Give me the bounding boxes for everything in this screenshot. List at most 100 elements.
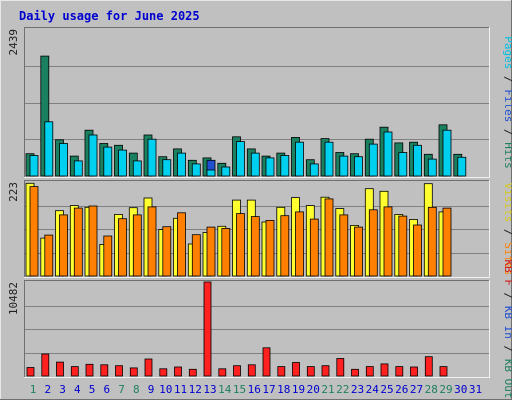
bar-sites-day-19	[295, 211, 304, 277]
bar-kb-f-day-18	[277, 366, 286, 377]
bar-sites-day-25	[383, 206, 393, 277]
bar-kb-f-day-1	[26, 367, 35, 377]
x-tick-label: 17	[262, 383, 275, 396]
x-tick-label: 12	[189, 383, 202, 396]
bar-kb-f-day-21	[321, 365, 330, 377]
bar-pages-day-9	[147, 138, 157, 177]
bar-pages-day-19	[295, 141, 304, 177]
bar-kb-f-day-2	[41, 353, 50, 377]
bar-pages-day-11	[177, 152, 186, 177]
bar-kb-f-day-4	[70, 366, 79, 377]
bar-kb-f-day-13	[203, 281, 212, 377]
bar-pages-day-24	[368, 143, 378, 177]
series-sites	[29, 186, 452, 277]
x-tick-label: 30	[454, 383, 467, 396]
bar-kb-f-day-27	[410, 366, 418, 377]
x-tick-label: 28	[425, 383, 438, 396]
x-tick-label: 21	[321, 383, 334, 396]
bar-sites-day-14	[221, 227, 231, 277]
legend-label-part: Pages	[502, 36, 512, 69]
bar-kb-f-day-25	[380, 363, 389, 377]
bar-kb-f-day-23	[351, 368, 359, 377]
series-pages	[29, 121, 467, 177]
bar-pages-day-12	[191, 163, 201, 177]
bar-pages-day-17	[265, 157, 275, 177]
chart-title: Daily usage for June 2025	[19, 9, 200, 23]
x-tick-label: 31	[469, 383, 482, 396]
legend-label-part: Files	[502, 89, 512, 122]
bar-sites-day-15	[236, 213, 245, 277]
bar-kb-f-day-8	[129, 367, 138, 377]
legend-label-part: KB In	[502, 306, 512, 339]
bar-kb-f-day-5	[85, 363, 94, 377]
bar-kb-f-day-16	[247, 364, 256, 377]
bar-kb-f-day-22	[336, 358, 345, 377]
bar-pages-day-30	[457, 156, 467, 177]
bar-sites-day-5	[88, 205, 98, 277]
bar-sites-day-24	[368, 209, 378, 277]
x-tick-label: 18	[277, 383, 290, 396]
series-legend-label: KB F / KB In / KB Out	[502, 259, 512, 398]
x-tick-label: 19	[292, 383, 305, 396]
bar-sites-day-17	[265, 219, 275, 277]
x-tick-label: 25	[380, 383, 393, 396]
bar-kb-f-day-10	[159, 368, 168, 377]
x-tick-label: 5	[89, 383, 96, 396]
bar-pages-day-21	[324, 141, 334, 177]
bar-sites-day-8	[132, 214, 142, 277]
x-tick-label: 3	[59, 383, 66, 396]
x-tick-label: 6	[103, 383, 110, 396]
x-tick-label: 26	[395, 383, 408, 396]
bar-kb-f-day-19	[292, 362, 300, 377]
bar-kb-f-day-15	[233, 365, 241, 377]
bar-pages-day-29	[442, 129, 452, 177]
x-tick-label: 13	[203, 383, 216, 396]
x-tick-label: 11	[174, 383, 187, 396]
y-max-label: 2439	[7, 29, 20, 56]
x-tick-label: 2	[44, 383, 51, 396]
x-tick-label: 15	[233, 383, 246, 396]
legend-label-part: KB Out	[502, 359, 512, 399]
bar-kb-f-day-11	[174, 366, 182, 377]
bar-sites-day-12	[191, 234, 201, 277]
bar-pages-day-26	[398, 152, 408, 177]
bar-pages-day-13	[206, 169, 216, 177]
panel-kbytes: 10482 KB F / KB In / KB Out	[7, 259, 512, 398]
bar-pages-day-7	[118, 149, 127, 177]
bar-kb-f-day-20	[306, 366, 315, 377]
legend-label-part: /	[502, 122, 512, 142]
bar-pages-day-15	[236, 141, 245, 177]
bar-pages-day-28	[427, 158, 437, 177]
bar-sites-day-26	[398, 215, 408, 277]
x-tick-label: 23	[351, 383, 364, 396]
legend-label-part: Visits	[502, 183, 512, 223]
bar-pages-day-2	[44, 121, 54, 177]
y-max-label: 10482	[7, 282, 20, 315]
x-tick-label: 1	[30, 383, 37, 396]
bar-sites-day-27	[413, 224, 422, 277]
bar-kb-f-day-24	[365, 366, 374, 377]
bar-sites-day-13	[206, 226, 216, 277]
bar-sites-day-3	[59, 214, 68, 277]
bar-pages-day-16	[250, 152, 260, 177]
bar-kb-f-day-3	[56, 361, 64, 377]
bar-sites-day-16	[250, 216, 260, 277]
legend-label-part: /	[502, 222, 512, 242]
x-tick-label: 10	[159, 383, 172, 396]
bar-sites-day-22	[339, 214, 349, 277]
bar-pages-day-14	[221, 166, 231, 177]
bar-pages-day-8	[132, 160, 142, 177]
bar-sites-day-1	[29, 186, 39, 277]
bar-pages-day-4	[73, 160, 83, 177]
x-tick-label: 16	[248, 383, 261, 396]
legend-label-part: Sites	[502, 242, 512, 275]
legend-label-part: Hits	[502, 142, 512, 169]
bar-kb-f-day-17	[262, 347, 271, 377]
bar-sites-day-11	[177, 212, 186, 277]
bar-sites-day-7	[118, 218, 127, 277]
bar-sites-day-18	[280, 215, 290, 277]
x-tick-label: 14	[218, 383, 232, 396]
bar-sites-day-4	[73, 207, 83, 277]
panel-hits: 2439 Pages / Files / Hits	[7, 27, 512, 178]
legend-label-part: /	[502, 286, 512, 306]
